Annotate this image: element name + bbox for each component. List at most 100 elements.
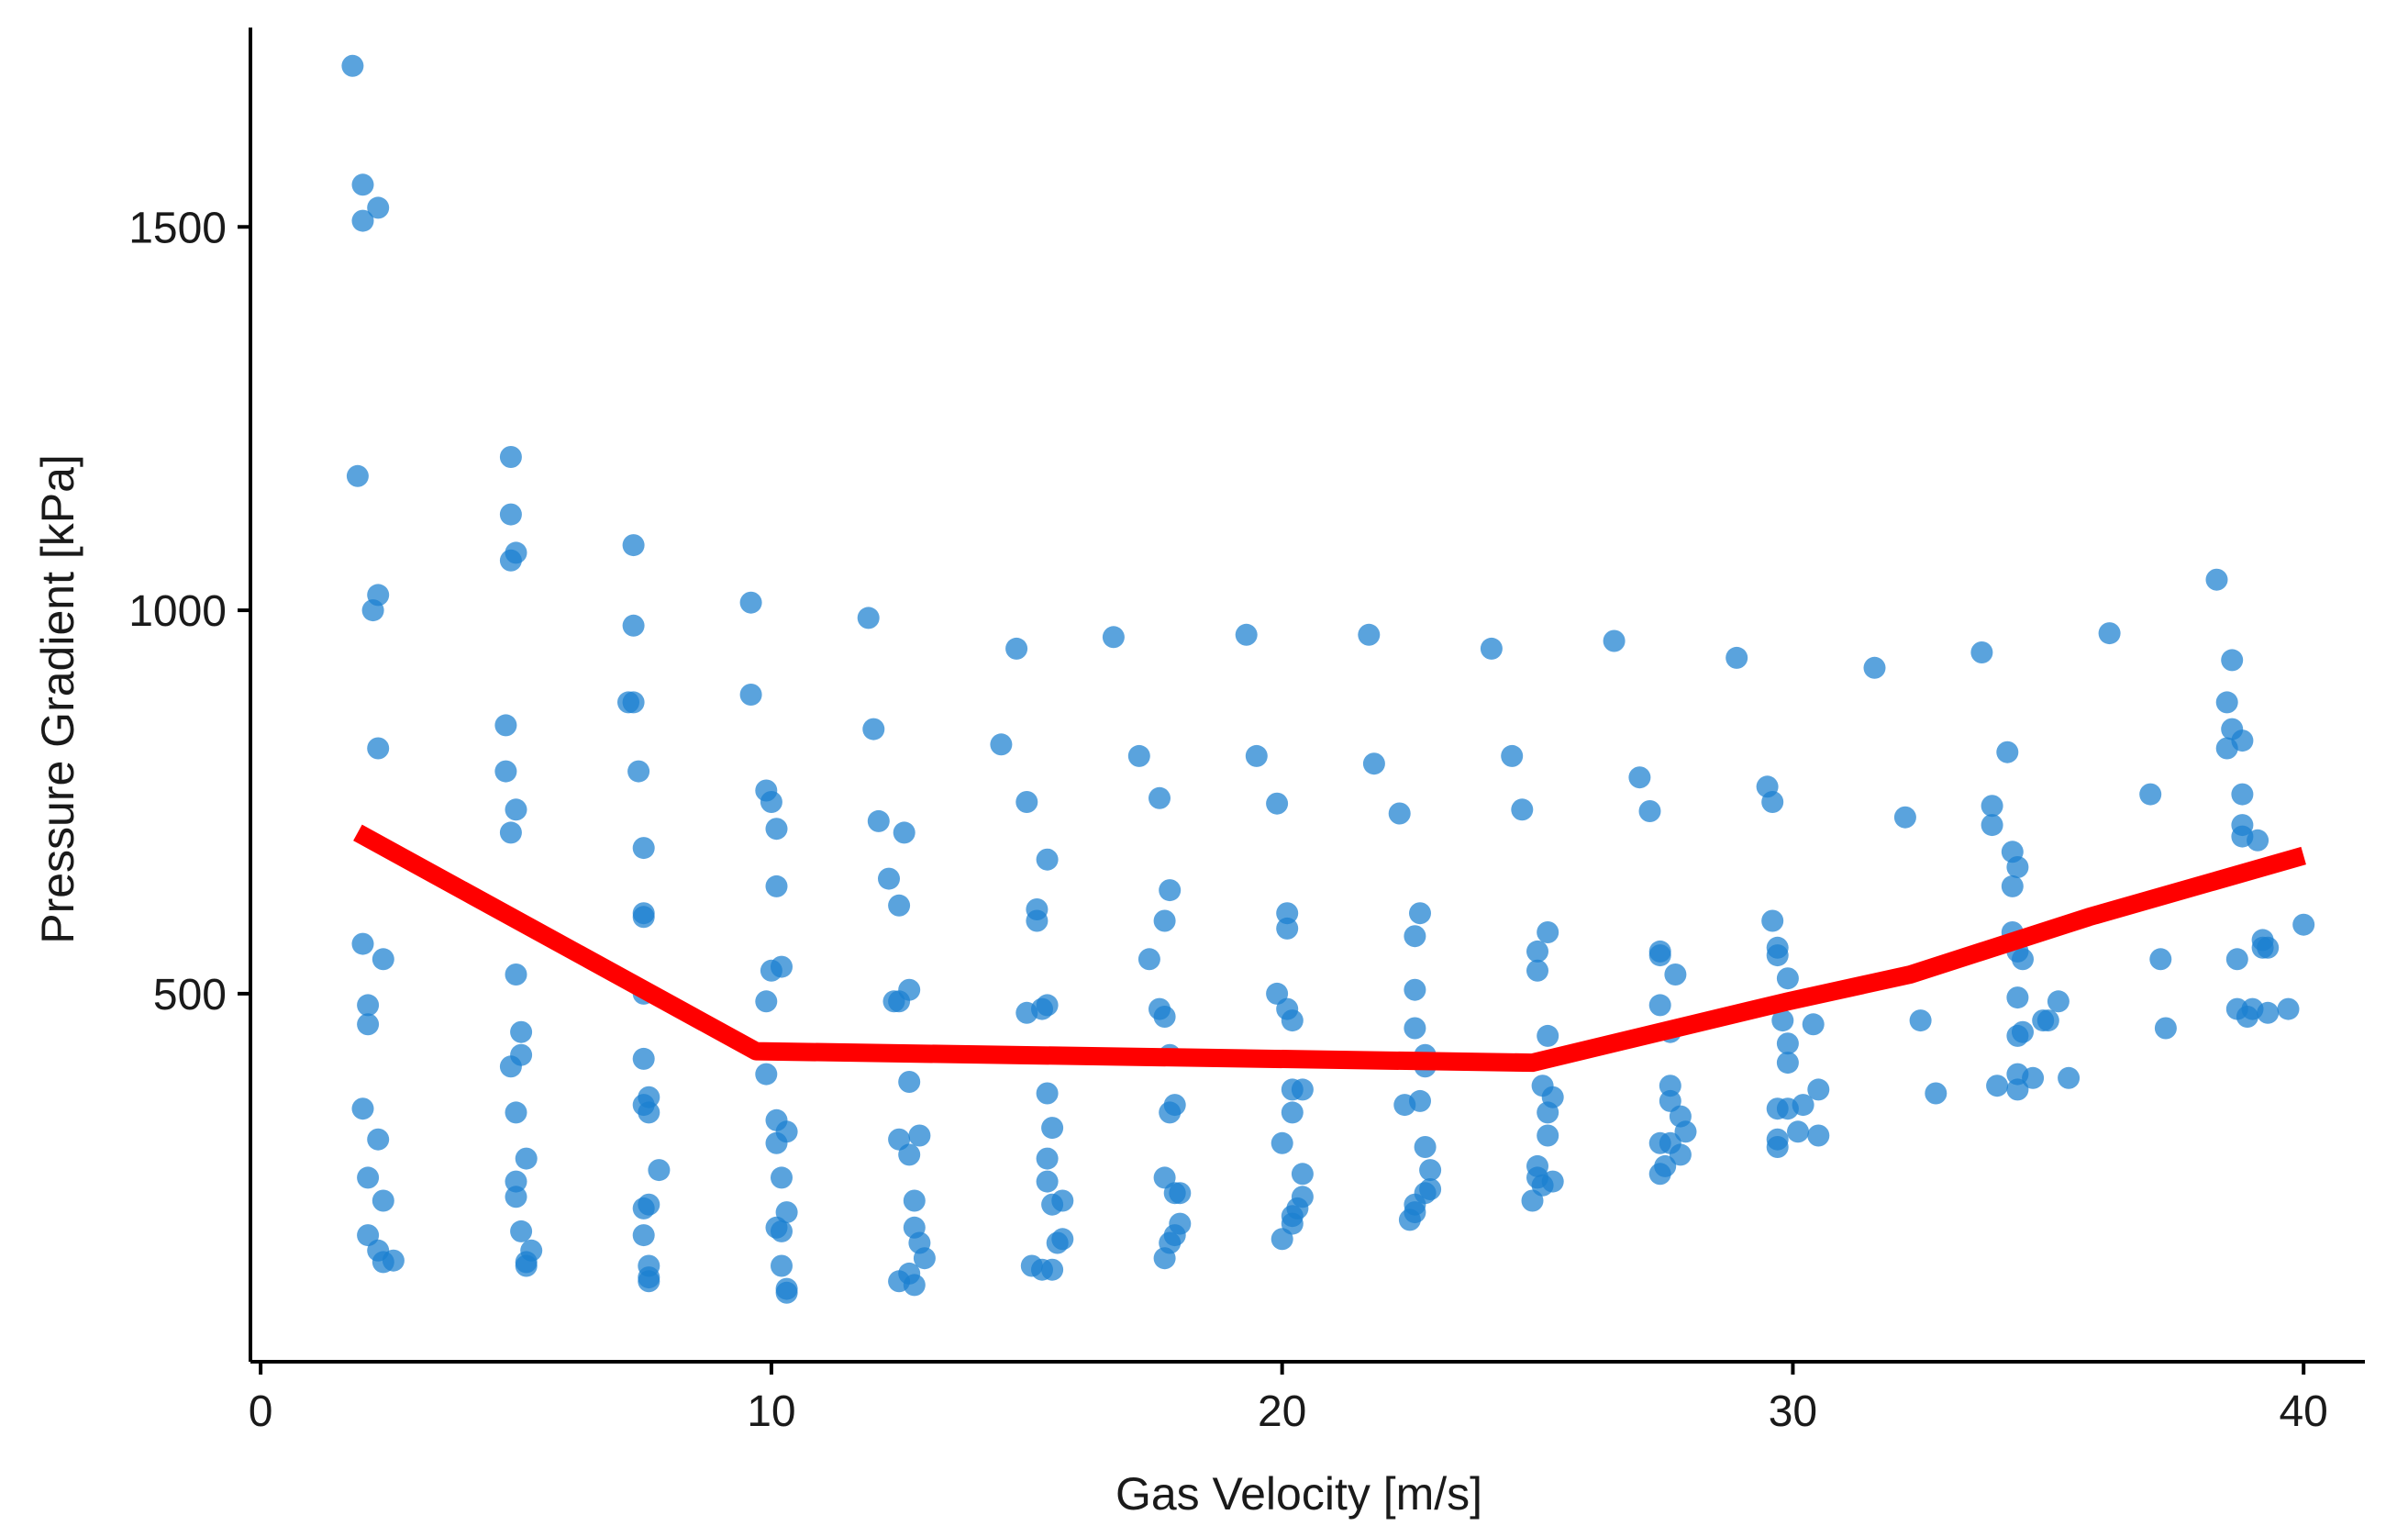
data-point (1266, 792, 1289, 815)
data-point (1787, 1120, 1809, 1143)
data-point (771, 955, 793, 978)
data-point (1127, 744, 1150, 767)
data-point (765, 818, 788, 841)
data-point (1659, 1075, 1681, 1097)
data-point (357, 994, 380, 1017)
data-point (867, 809, 890, 832)
data-point (1638, 800, 1661, 822)
data-point (1511, 798, 1534, 821)
data-point (648, 1159, 671, 1182)
data-point (1281, 1009, 1304, 1032)
data-point (1281, 1101, 1304, 1124)
data-point (1970, 641, 1993, 663)
data-point (1159, 1101, 1182, 1124)
x-axis-title: Gas Velocity [m/s] (1115, 1468, 1482, 1520)
y-tick-label: 1000 (128, 587, 227, 636)
data-point (1761, 791, 1784, 813)
data-point (1235, 623, 1258, 646)
trend-line-group (353, 824, 2306, 1073)
data-point (755, 1063, 778, 1086)
data-point (367, 196, 390, 219)
data-point (1245, 744, 1268, 767)
data-point (510, 1020, 533, 1043)
data-point (1776, 967, 1799, 990)
data-point (494, 760, 517, 783)
data-point (765, 1131, 788, 1154)
data-point (1674, 1120, 1697, 1143)
data-point (898, 1143, 921, 1166)
data-point (351, 932, 374, 955)
x-tick-label: 30 (1769, 1387, 1817, 1436)
data-point (1664, 963, 1687, 986)
data-point (372, 948, 394, 971)
data-point (505, 1186, 527, 1208)
data-point (351, 173, 374, 196)
data-point (1153, 1006, 1176, 1028)
data-point (1362, 752, 1385, 775)
data-point (494, 714, 517, 737)
data-point (1041, 1117, 1064, 1140)
data-point (2277, 997, 2300, 1020)
data-point (1102, 626, 1125, 649)
data-point (1276, 917, 1299, 940)
data-point (1521, 1189, 1544, 1212)
data-point (913, 1247, 936, 1270)
data-point (341, 54, 364, 77)
data-point (2257, 1001, 2280, 1024)
data-point (1036, 1170, 1059, 1193)
data-point (1358, 623, 1381, 646)
data-point (1291, 1163, 1314, 1186)
data-point (1981, 795, 2003, 818)
data-point (903, 1274, 926, 1297)
data-point (1766, 944, 1789, 967)
data-point (2022, 1066, 2045, 1089)
data-point (361, 599, 384, 622)
data-point (1015, 791, 1038, 813)
data-point (622, 534, 645, 557)
data-point (1169, 1182, 1192, 1205)
data-point (2215, 737, 2238, 760)
x-tick-label: 10 (747, 1387, 795, 1436)
data-point (2247, 829, 2269, 852)
data-point (898, 1071, 921, 1093)
data-point (351, 209, 374, 232)
data-point (1776, 1097, 1799, 1120)
data-point (1404, 1017, 1426, 1040)
data-point (2236, 1006, 2258, 1028)
data-point (357, 1166, 380, 1189)
x-tick-label: 0 (249, 1387, 273, 1436)
data-point (1648, 994, 1671, 1017)
data-point (990, 733, 1013, 756)
data-point (1409, 1089, 1431, 1112)
data-point (632, 1047, 655, 1070)
x-axis-ticks: 0 10 20 30 40 (249, 1362, 2328, 1436)
data-point (1628, 766, 1651, 789)
data-point (1409, 902, 1431, 925)
x-tick-label: 20 (1258, 1387, 1306, 1436)
data-point (1981, 814, 2003, 837)
data-point (2012, 1020, 2034, 1043)
data-point (627, 760, 650, 783)
data-point (2205, 568, 2228, 591)
data-point (505, 963, 527, 986)
data-point (765, 874, 788, 897)
data-point (632, 837, 655, 860)
data-point (1648, 1163, 1671, 1186)
data-point (1996, 741, 2019, 763)
data-point (1501, 744, 1524, 767)
data-point (1526, 959, 1548, 982)
data-point (1603, 629, 1626, 652)
data-point (1398, 1208, 1421, 1231)
data-point (2257, 936, 2280, 959)
data-point (499, 1055, 522, 1078)
data-point (908, 1124, 931, 1147)
data-point (1909, 1009, 1932, 1032)
data-point (622, 614, 645, 637)
data-point (505, 1101, 527, 1124)
data-point (1404, 978, 1426, 1001)
data-point (2215, 691, 2238, 714)
data-point (739, 684, 762, 706)
data-point (1648, 944, 1671, 967)
data-point (382, 1249, 405, 1272)
data-point (755, 990, 778, 1013)
